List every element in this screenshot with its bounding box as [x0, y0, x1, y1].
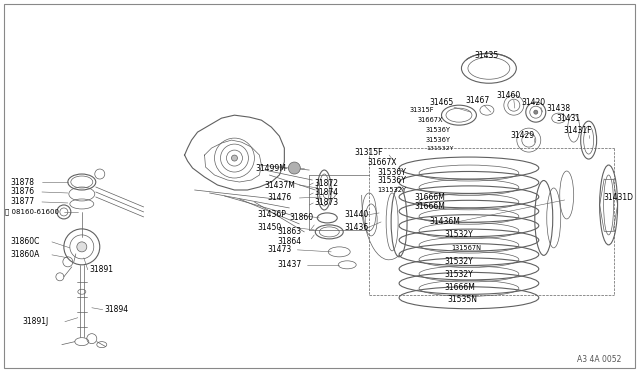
- Text: Ⓑ 08160-61600: Ⓑ 08160-61600: [5, 209, 59, 215]
- Text: 31535N: 31535N: [447, 295, 477, 304]
- Text: 31891J: 31891J: [22, 317, 48, 326]
- Text: 31476: 31476: [268, 193, 292, 202]
- Text: 31666M: 31666M: [414, 193, 445, 202]
- Circle shape: [289, 162, 300, 174]
- Text: A3 4A 0052: A3 4A 0052: [577, 355, 621, 364]
- Text: 31437M: 31437M: [264, 180, 295, 189]
- Text: 31876: 31876: [10, 187, 34, 196]
- Text: 31431F: 31431F: [564, 126, 592, 135]
- Text: 31499M: 31499M: [255, 164, 286, 173]
- Text: 31440: 31440: [344, 211, 369, 219]
- Text: 31860A: 31860A: [10, 250, 39, 259]
- Text: 31436M: 31436M: [429, 217, 460, 227]
- Text: 31666M: 31666M: [414, 202, 445, 211]
- Text: 31667X: 31667X: [367, 158, 397, 167]
- Text: 31429: 31429: [511, 131, 535, 140]
- Circle shape: [232, 155, 237, 161]
- Text: 31667X: 31667X: [417, 117, 442, 123]
- Text: 31431D: 31431D: [604, 193, 634, 202]
- Text: 31536Y: 31536Y: [377, 176, 406, 185]
- Text: 31860: 31860: [289, 214, 314, 222]
- Text: 31874: 31874: [314, 189, 339, 198]
- Text: 31473: 31473: [268, 246, 292, 254]
- Text: 31532Y: 31532Y: [444, 270, 473, 279]
- Text: 31873: 31873: [314, 198, 339, 208]
- Text: 31532Y: 31532Y: [444, 257, 473, 266]
- Text: 31536Y: 31536Y: [426, 137, 451, 143]
- Circle shape: [77, 242, 87, 252]
- Text: 31894: 31894: [105, 305, 129, 314]
- Text: 31863: 31863: [277, 227, 301, 236]
- Circle shape: [534, 110, 538, 114]
- Text: 31420: 31420: [522, 98, 546, 107]
- Text: 31315F: 31315F: [354, 148, 383, 157]
- Text: 31872: 31872: [314, 179, 339, 187]
- Text: 31860C: 31860C: [10, 237, 39, 246]
- Text: 31878: 31878: [10, 177, 34, 186]
- Text: 31450: 31450: [257, 224, 282, 232]
- Text: 31877: 31877: [10, 198, 34, 206]
- Text: 31467: 31467: [465, 96, 489, 105]
- Text: 31431: 31431: [557, 114, 581, 123]
- Text: 31435: 31435: [474, 51, 498, 60]
- Text: 131532Y: 131532Y: [377, 187, 406, 193]
- Text: 31536Y: 31536Y: [377, 167, 406, 177]
- Text: 31536Y: 31536Y: [426, 127, 451, 133]
- Text: 131532Y: 131532Y: [426, 145, 454, 151]
- Text: 31465: 31465: [429, 98, 453, 107]
- Text: 31436: 31436: [344, 224, 369, 232]
- Text: 31666M: 31666M: [444, 283, 475, 292]
- Text: 31438: 31438: [547, 104, 571, 113]
- Text: 31315F: 31315F: [409, 107, 433, 113]
- Text: 31437: 31437: [277, 260, 301, 269]
- Text: 131567N: 131567N: [451, 245, 481, 251]
- Text: 31460: 31460: [497, 91, 521, 100]
- Text: 31891: 31891: [90, 265, 114, 274]
- Text: 31864: 31864: [277, 237, 301, 246]
- Text: 31532Y: 31532Y: [444, 230, 473, 240]
- Text: 31436P: 31436P: [257, 211, 286, 219]
